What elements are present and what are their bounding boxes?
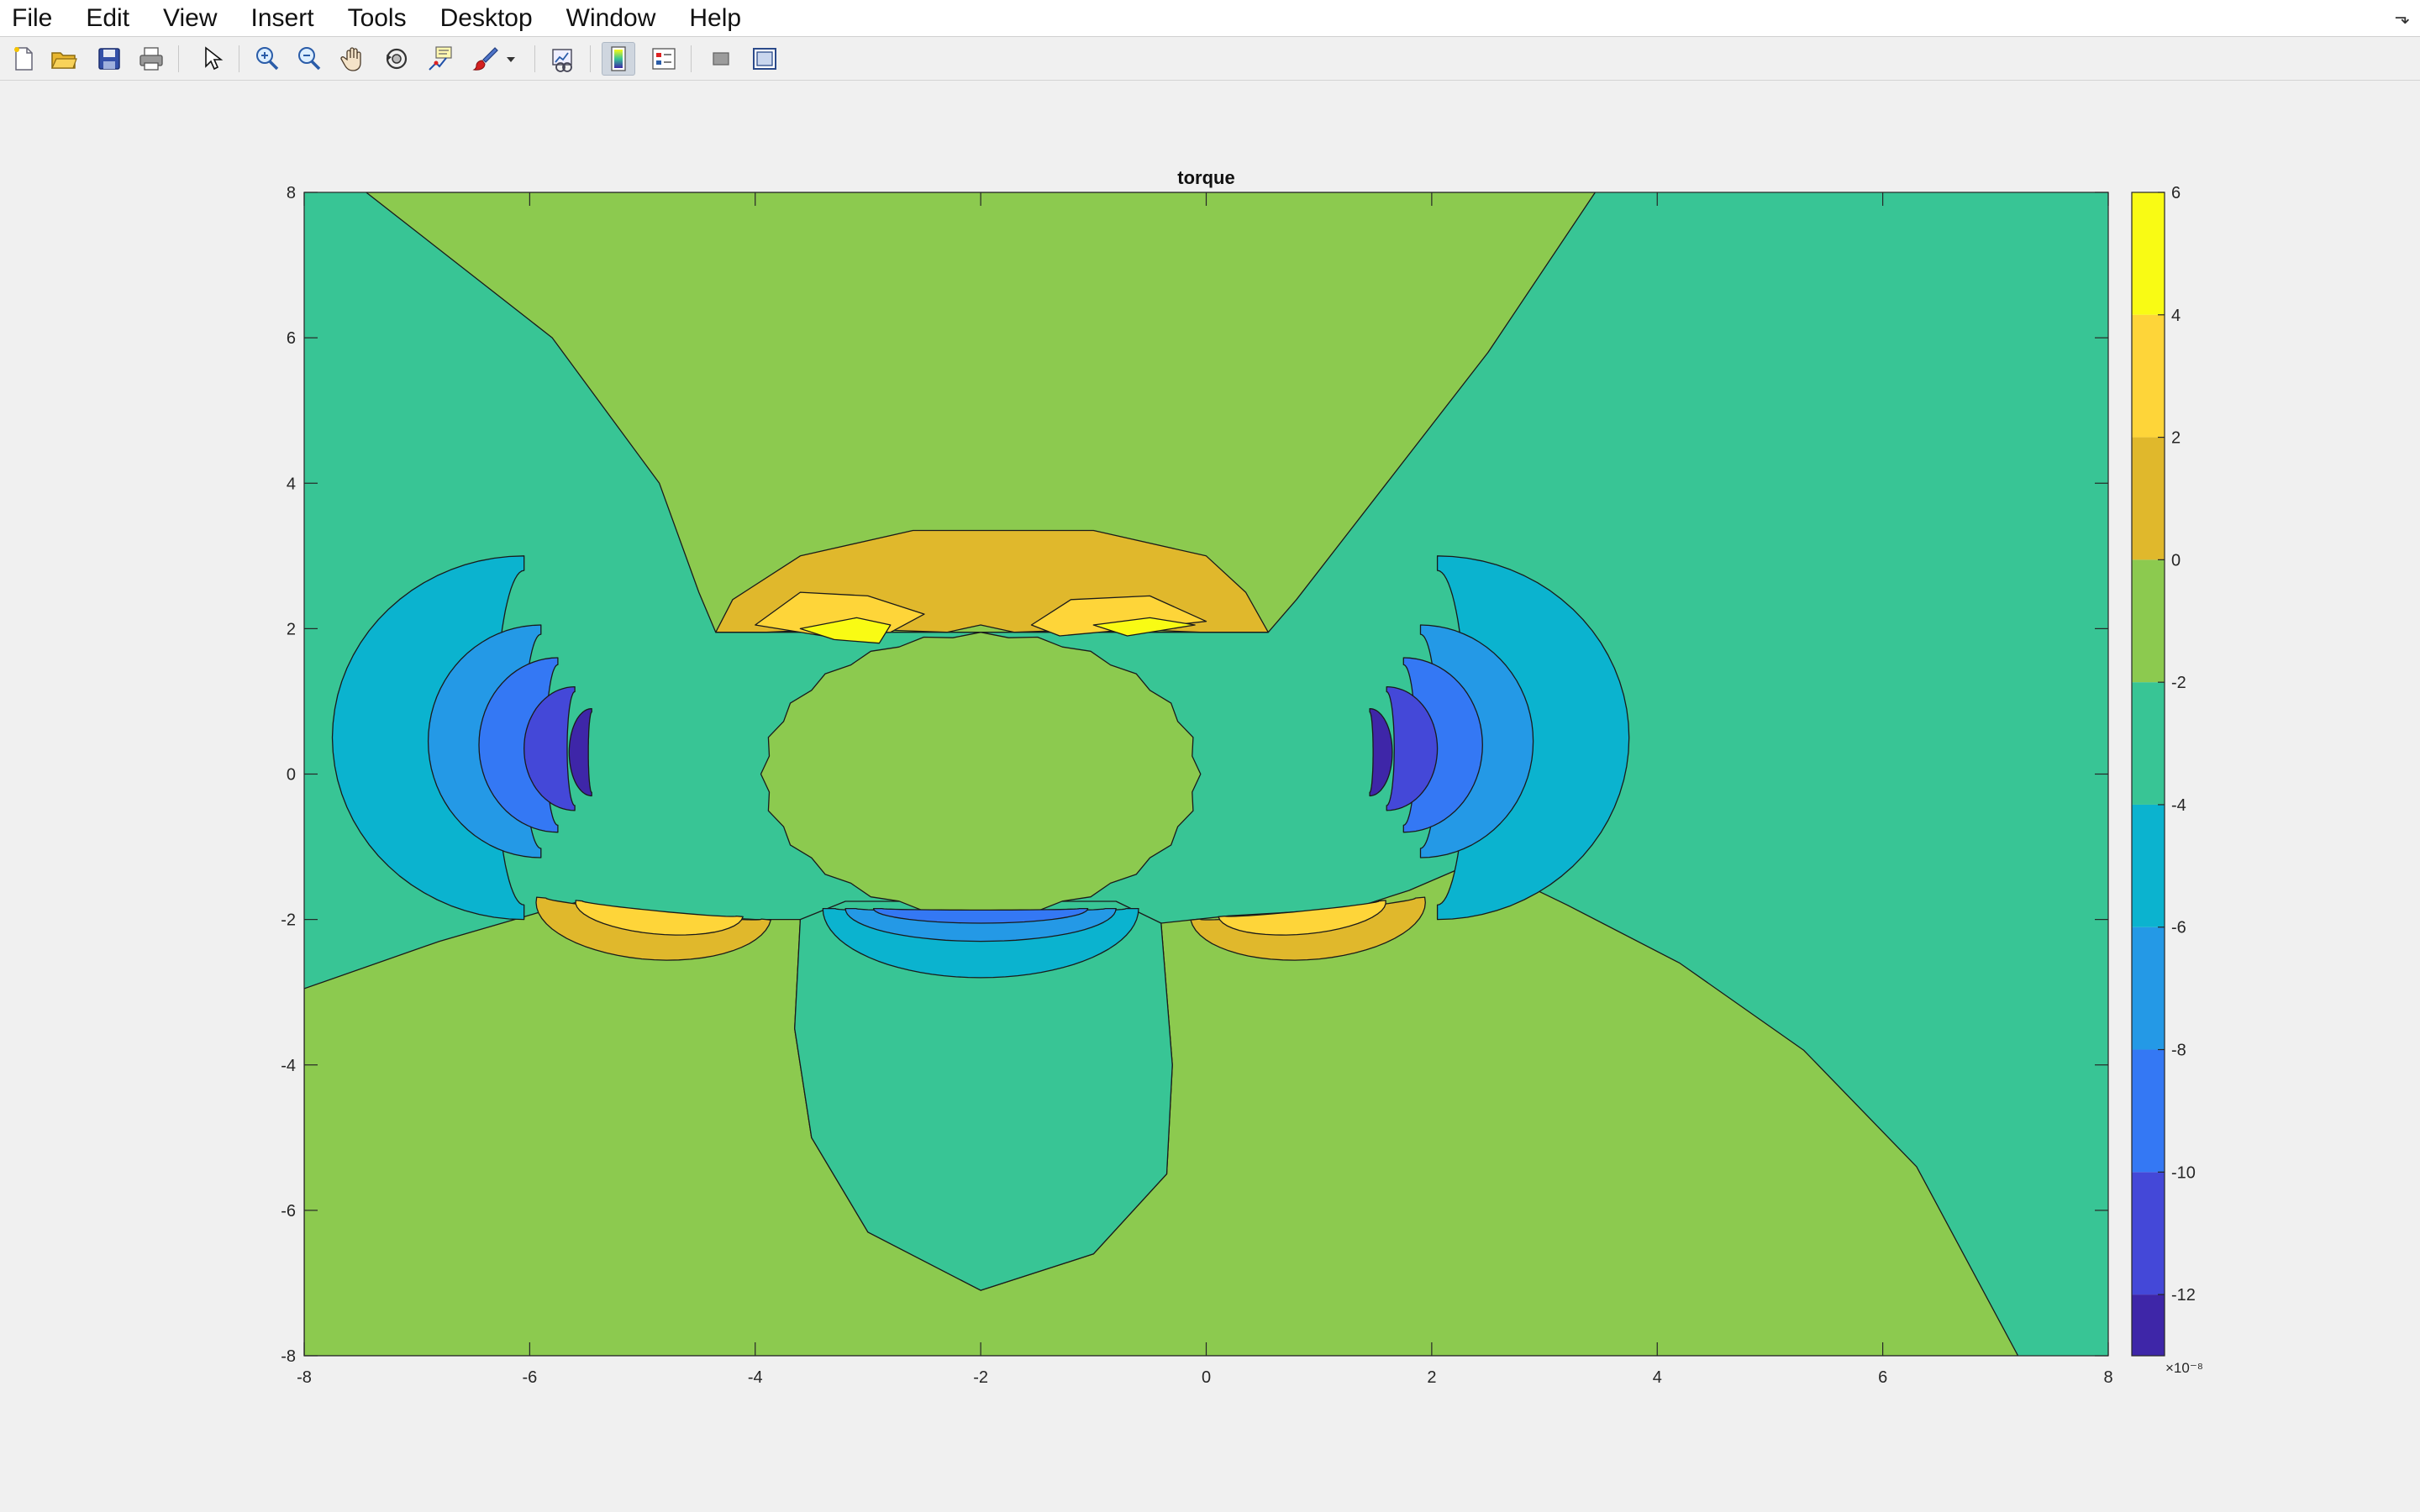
colorbar-band: [2132, 1172, 2165, 1295]
show-plot-tools-icon[interactable]: [748, 42, 781, 76]
new-figure-icon[interactable]: [7, 42, 40, 76]
figure-toolbar: [0, 37, 2420, 81]
x-tick-label: 2: [1427, 1368, 1436, 1387]
colorbar-tick-label: 4: [2171, 307, 2181, 325]
contour-band-top-peak-left: [799, 617, 892, 644]
zoom-in-icon[interactable]: [250, 42, 284, 76]
toolbar-separator: [691, 45, 692, 72]
x-tick-label: 4: [1653, 1368, 1662, 1387]
insert-colorbar-icon[interactable]: [602, 42, 635, 76]
menu-window[interactable]: Window: [566, 3, 656, 32]
x-tick-label: 6: [1878, 1368, 1887, 1387]
contour-band-left-lobe: [523, 685, 576, 811]
colorbar[interactable]: 6 4 2 0 -2 -4 -6 -8 -10 -12 ×10⁻⁸: [2131, 184, 2203, 1376]
y-tick-label: -2: [281, 911, 296, 930]
contour-fills: [304, 192, 2108, 1356]
save-icon[interactable]: [92, 42, 126, 76]
contour-plot[interactable]: -8 -6 -4 -2 0 2 4 6 8 8 6 4 2 0 -2 -4 -6 -8 torque 6 4 2 0 -2 -4…: [0, 81, 2420, 1512]
colorbar-tick-label: -8: [2171, 1042, 2186, 1060]
plot-title: torque: [1177, 167, 1234, 188]
menu-tools[interactable]: Tools: [347, 3, 407, 32]
zoom-out-icon[interactable]: [292, 42, 326, 76]
x-tick-label: -8: [297, 1368, 312, 1387]
y-tick-label: 2: [287, 620, 296, 638]
contour-band-lower-left-inner: [575, 900, 744, 936]
link-plot-icon[interactable]: [546, 42, 580, 76]
brush-dropdown-icon[interactable]: [502, 42, 519, 76]
y-tick-label: 6: [287, 329, 296, 348]
colorbar-band: [2132, 437, 2165, 560]
colorbar-band: [2132, 192, 2165, 315]
data-cursor-icon[interactable]: [424, 42, 457, 76]
contour-band-right-lobe: [1386, 685, 1439, 811]
colorbar-frame: [2131, 192, 2165, 1357]
y-tick-label: 4: [287, 475, 296, 493]
y-tick-label: -6: [281, 1202, 296, 1221]
pan-hand-icon[interactable]: [336, 42, 370, 76]
menu-desktop[interactable]: Desktop: [439, 3, 533, 32]
menu-file[interactable]: File: [12, 3, 53, 32]
menu-help[interactable]: Help: [689, 3, 742, 32]
contour-band-tongue: [794, 900, 1173, 1291]
colorbar-band: [2132, 1049, 2165, 1173]
y-tick-label: 0: [287, 766, 296, 785]
contour-band-bottom-core: [872, 907, 1089, 924]
print-icon[interactable]: [134, 42, 168, 76]
toolbar-separator: [178, 45, 179, 72]
colorbar-tick-label: -6: [2171, 919, 2186, 937]
toolbar-separator: [534, 45, 535, 72]
colorbar-band: [2132, 804, 2165, 927]
colorbar-tick-label: 2: [2171, 429, 2181, 448]
contour-band-right-lobe: [1369, 707, 1393, 797]
colorbar-exponent-label: ×10⁻⁸: [2165, 1360, 2203, 1376]
menu-view[interactable]: View: [163, 3, 218, 32]
colorbar-tick-label: 6: [2171, 184, 2181, 202]
y-tick-label: 8: [287, 184, 296, 202]
colorbar-tick-label: -2: [2171, 674, 2186, 692]
toolbar-separator: [590, 45, 591, 72]
menu-edit[interactable]: Edit: [86, 3, 130, 32]
colorbar-band: [2132, 927, 2165, 1050]
contour-band-center: [760, 632, 1202, 916]
colorbar-tick-label: -10: [2171, 1163, 2196, 1182]
colorbar-tick-label: -4: [2171, 796, 2186, 815]
y-tick-label: -8: [281, 1347, 296, 1366]
menubar: File Edit View Insert Tools Desktop Wind…: [0, 0, 2420, 37]
x-tick-label: -4: [748, 1368, 763, 1387]
brush-icon[interactable]: [469, 42, 502, 76]
contour-band-top-peak-right: [1092, 617, 1196, 637]
colorbar-band: [2132, 682, 2165, 805]
x-tick-label: -2: [973, 1368, 988, 1387]
menu-insert[interactable]: Insert: [250, 3, 314, 32]
undock-icon[interactable]: ⬎: [2394, 7, 2410, 28]
x-tick-label: 0: [1202, 1368, 1211, 1387]
insert-legend-icon[interactable]: [647, 42, 681, 76]
x-tick-label: -6: [522, 1368, 537, 1387]
colorbar-tick-label: -12: [2171, 1286, 2196, 1305]
colorbar-band: [2132, 314, 2165, 438]
colorbar-band: [2132, 1294, 2165, 1356]
contour-band-lower-right-inner: [1218, 900, 1386, 936]
open-file-icon[interactable]: [47, 42, 81, 76]
figure-canvas: -8 -6 -4 -2 0 2 4 6 8 8 6 4 2 0 -2 -4 -6 -8 torque 6 4 2 0 -2 -4…: [0, 81, 2420, 1512]
hide-plot-tools-icon[interactable]: [704, 42, 738, 76]
edit-plot-cursor-icon[interactable]: [195, 42, 229, 76]
x-tick-label: 8: [2103, 1368, 2112, 1387]
rotate-3d-icon[interactable]: [380, 42, 413, 76]
y-tick-label: -4: [281, 1057, 296, 1075]
colorbar-band: [2132, 559, 2165, 683]
colorbar-tick-label: 0: [2171, 551, 2181, 570]
contour-band-left-lobe: [568, 707, 592, 797]
